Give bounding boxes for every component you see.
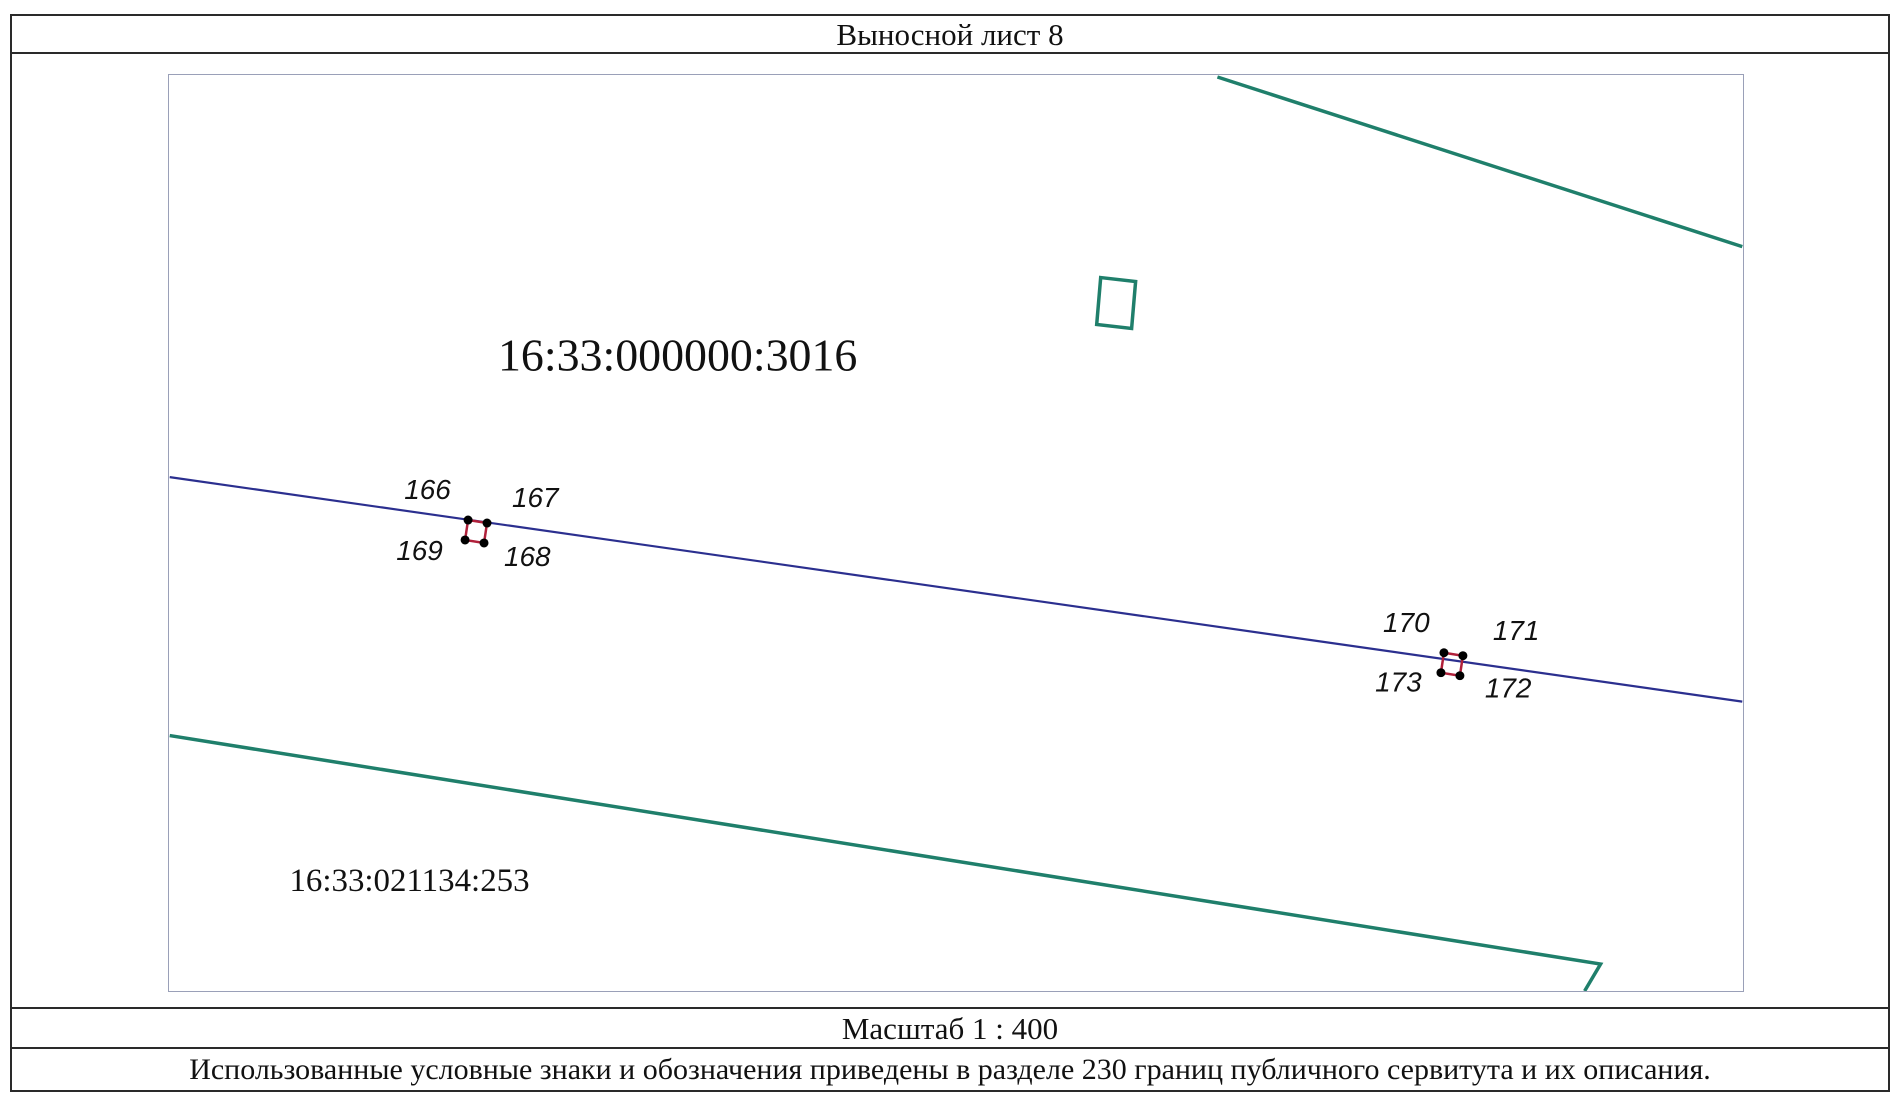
scale-label: Масштаб 1 : 400	[12, 1007, 1888, 1049]
point-label-169: 169	[396, 535, 443, 566]
point-marker-171	[1458, 651, 1468, 661]
point-label-166: 166	[404, 474, 451, 505]
sheet-title: Выносной лист 8	[12, 16, 1888, 54]
parcel-boundary-south	[169, 733, 1604, 991]
servitude-polygon-a	[460, 515, 492, 548]
point-label-171: 171	[1493, 615, 1540, 646]
point-marker-169	[460, 535, 470, 545]
servitude-axis-line	[169, 476, 1743, 703]
point-marker-168	[479, 538, 489, 548]
drawing-sheet: Выносной лист 8	[10, 14, 1890, 1092]
servitude-polygon-b	[1436, 648, 1468, 681]
parcel-boundary-north	[1216, 75, 1743, 249]
point-marker-170	[1439, 648, 1449, 658]
point-label-168: 168	[504, 541, 551, 572]
legend-note: Использованные условные знаки и обозначе…	[189, 1053, 1711, 1086]
map-frame: 16:33:000000:3016 16:33:021134:253 166 1…	[168, 74, 1744, 992]
parcel-label-main: 16:33:000000:3016	[498, 329, 857, 380]
point-marker-167	[482, 518, 492, 528]
parcel-label-south: 16:33:021134:253	[289, 863, 529, 899]
point-marker-172	[1455, 671, 1465, 681]
building-contour	[1094, 275, 1138, 331]
point-marker-173	[1436, 668, 1446, 678]
point-label-167: 167	[512, 482, 560, 513]
map-canvas: 16:33:000000:3016 16:33:021134:253 166 1…	[169, 75, 1743, 991]
point-label-172: 172	[1485, 673, 1532, 704]
point-label-170: 170	[1383, 607, 1430, 638]
point-label-173: 173	[1375, 667, 1422, 698]
point-marker-166	[463, 515, 473, 525]
